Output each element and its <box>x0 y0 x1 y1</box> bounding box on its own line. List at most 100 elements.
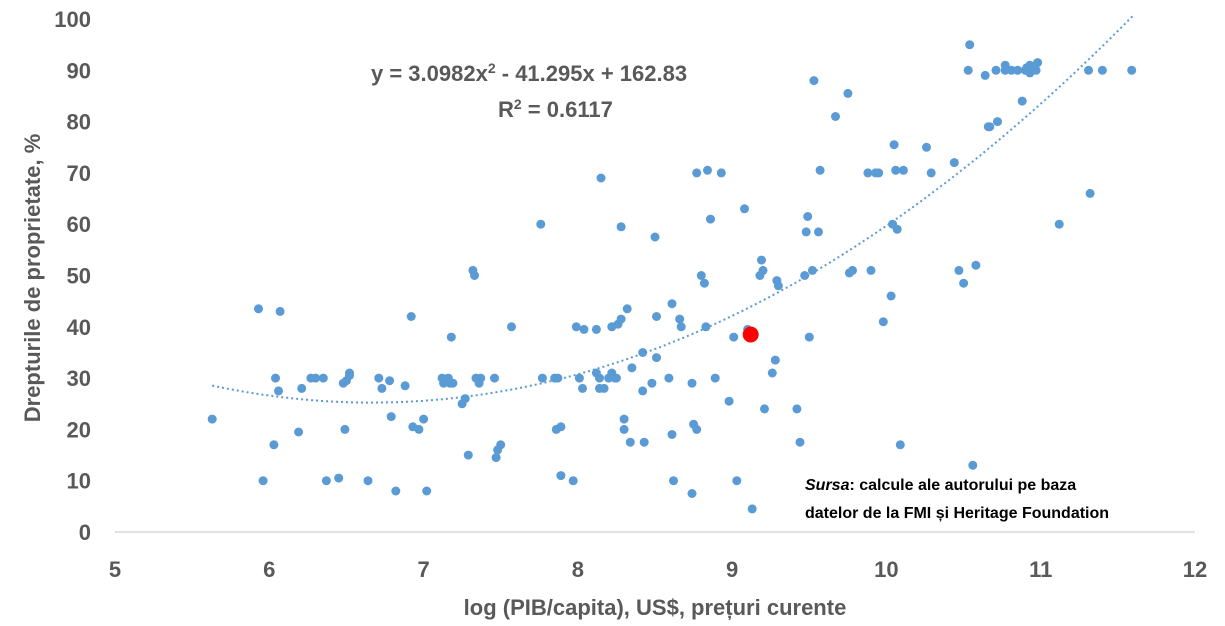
data-point <box>627 363 637 373</box>
data-point <box>258 476 268 486</box>
data-point <box>874 168 884 178</box>
data-point <box>747 504 757 514</box>
x-tick-label: 12 <box>1183 557 1207 582</box>
data-point <box>1031 65 1041 75</box>
data-point <box>553 373 563 383</box>
x-axis-title: log (PIB/capita), US$, prețuri curente <box>464 595 847 620</box>
data-point <box>701 322 711 332</box>
data-point <box>898 165 908 175</box>
x-tick-label: 5 <box>109 557 121 582</box>
y-tick-label: 70 <box>67 161 91 186</box>
data-point <box>729 332 739 342</box>
data-point <box>491 453 501 463</box>
data-point <box>1085 188 1095 198</box>
y-tick-label: 60 <box>67 212 91 237</box>
data-point <box>385 376 395 386</box>
data-point <box>591 324 601 334</box>
data-point <box>448 378 458 388</box>
data-point <box>809 76 819 86</box>
data-point <box>496 440 506 450</box>
data-point <box>770 355 780 365</box>
data-point <box>1097 65 1107 75</box>
data-point <box>687 489 697 498</box>
data-point <box>377 383 387 393</box>
data-point <box>318 373 328 383</box>
highlight-point <box>742 326 759 343</box>
y-axis-title: Drepturile de proprietate, % <box>20 134 45 423</box>
data-point <box>724 396 734 406</box>
data-point <box>971 260 981 270</box>
data-point <box>848 265 857 275</box>
data-point <box>892 224 902 234</box>
data-point <box>807 265 817 275</box>
data-point <box>991 65 1001 75</box>
data-point <box>692 168 702 178</box>
data-point <box>638 348 648 357</box>
data-point <box>1006 65 1016 75</box>
data-point <box>710 373 720 383</box>
data-point <box>696 271 706 280</box>
data-point <box>374 373 384 383</box>
y-tick-label: 100 <box>54 7 91 32</box>
data-point <box>334 473 344 483</box>
data-point <box>675 314 685 324</box>
y-tick-label: 50 <box>67 264 91 289</box>
data-point <box>993 117 1002 127</box>
data-point <box>1025 60 1035 70</box>
data-point <box>669 476 678 486</box>
data-point <box>664 373 674 383</box>
data-point <box>207 414 217 424</box>
data-point <box>537 373 547 383</box>
data-point <box>1127 65 1137 75</box>
y-tick-label: 10 <box>67 469 91 494</box>
data-point <box>271 373 280 383</box>
data-point <box>611 373 621 383</box>
data-point <box>571 322 581 332</box>
data-point <box>815 165 825 175</box>
data-point <box>949 158 959 168</box>
data-point <box>773 281 783 291</box>
data-point <box>340 424 350 434</box>
data-point <box>758 265 768 275</box>
data-point <box>638 386 648 396</box>
data-point <box>1084 65 1093 75</box>
y-tick-label: 30 <box>67 366 91 391</box>
data-point <box>716 168 726 178</box>
data-point <box>406 312 416 321</box>
data-point <box>959 278 969 288</box>
x-tick-label: 6 <box>263 557 275 582</box>
trend-equation: y = 3.0982x2 - 41.295x + 162.83 <box>371 60 687 86</box>
data-point <box>616 314 626 324</box>
data-point <box>579 324 589 334</box>
data-point <box>391 486 401 496</box>
data-point <box>795 437 805 447</box>
data-point <box>275 306 285 316</box>
data-point <box>311 373 321 383</box>
data-point <box>595 373 604 383</box>
data-point <box>254 304 263 314</box>
data-point <box>652 353 661 363</box>
r-squared: R2 = 0.6117 <box>498 96 613 122</box>
data-point <box>647 378 657 388</box>
data-point <box>460 394 470 404</box>
data-point <box>578 383 587 393</box>
data-point <box>414 424 424 434</box>
data-point <box>801 227 811 237</box>
data-point <box>650 232 660 242</box>
data-point <box>895 440 905 450</box>
data-point <box>463 450 473 460</box>
trendline <box>211 14 1135 404</box>
data-point <box>574 373 584 383</box>
data-point <box>891 165 901 175</box>
data-point <box>878 317 888 327</box>
data-point <box>732 476 742 486</box>
data-point <box>490 373 499 383</box>
data-point <box>507 322 516 332</box>
data-point <box>889 140 899 150</box>
data-point <box>886 291 896 301</box>
data-point <box>619 424 629 434</box>
data-point <box>706 214 715 224</box>
source-note-line2: datelor de la FMI și Heritage Foundation <box>805 505 1109 522</box>
data-point <box>965 40 975 50</box>
